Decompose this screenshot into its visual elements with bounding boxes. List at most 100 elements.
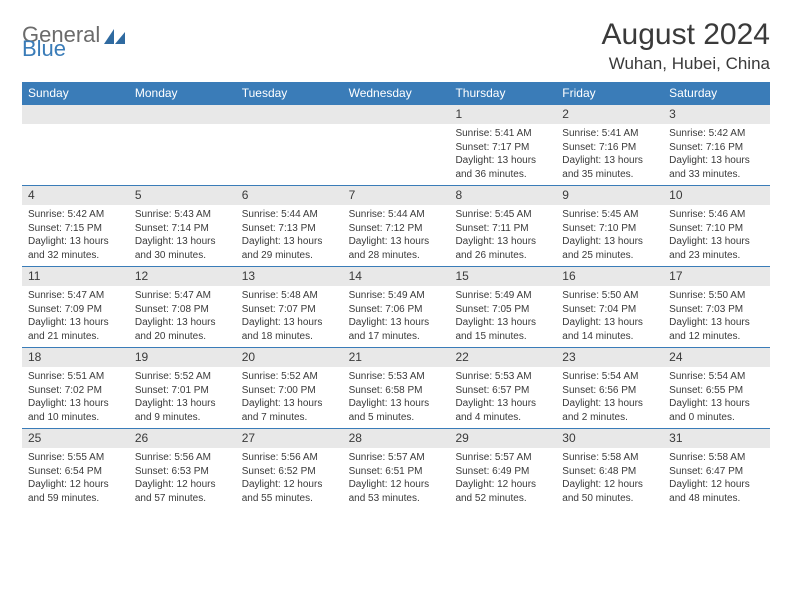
location: Wuhan, Hubei, China (602, 54, 770, 74)
sunrise-text: Sunrise: 5:52 AM (135, 370, 230, 384)
empty-day-bar (129, 105, 236, 124)
daylight-text: Daylight: 13 hours and 14 minutes. (562, 316, 657, 343)
day-content: Sunrise: 5:45 AMSunset: 7:10 PMDaylight:… (556, 205, 663, 266)
empty-day-bar (22, 105, 129, 124)
sunset-text: Sunset: 7:12 PM (349, 222, 444, 236)
day-number: 10 (663, 186, 770, 205)
sunrise-text: Sunrise: 5:57 AM (455, 451, 550, 465)
day-number: 22 (449, 348, 556, 367)
day-content: Sunrise: 5:44 AMSunset: 7:12 PMDaylight:… (343, 205, 450, 266)
week-row: 18Sunrise: 5:51 AMSunset: 7:02 PMDayligh… (22, 347, 770, 428)
header-right: August 2024 Wuhan, Hubei, China (602, 18, 770, 74)
sunset-text: Sunset: 7:14 PM (135, 222, 230, 236)
day-cell: 7Sunrise: 5:44 AMSunset: 7:12 PMDaylight… (343, 186, 450, 266)
daylight-text: Daylight: 12 hours and 52 minutes. (455, 478, 550, 505)
day-content: Sunrise: 5:50 AMSunset: 7:03 PMDaylight:… (663, 286, 770, 347)
daylight-text: Daylight: 13 hours and 7 minutes. (242, 397, 337, 424)
week-row: 4Sunrise: 5:42 AMSunset: 7:15 PMDaylight… (22, 185, 770, 266)
day-cell: 31Sunrise: 5:58 AMSunset: 6:47 PMDayligh… (663, 429, 770, 509)
daylight-text: Daylight: 12 hours and 48 minutes. (669, 478, 764, 505)
day-number: 23 (556, 348, 663, 367)
sunrise-text: Sunrise: 5:47 AM (28, 289, 123, 303)
day-cell: 24Sunrise: 5:54 AMSunset: 6:55 PMDayligh… (663, 348, 770, 428)
day-number: 24 (663, 348, 770, 367)
weekday-cell: Tuesday (236, 82, 343, 105)
sunset-text: Sunset: 6:48 PM (562, 465, 657, 479)
daylight-text: Daylight: 13 hours and 23 minutes. (669, 235, 764, 262)
day-number: 21 (343, 348, 450, 367)
day-number: 2 (556, 105, 663, 124)
sunrise-text: Sunrise: 5:53 AM (349, 370, 444, 384)
daylight-text: Daylight: 13 hours and 26 minutes. (455, 235, 550, 262)
sunrise-text: Sunrise: 5:56 AM (242, 451, 337, 465)
daylight-text: Daylight: 13 hours and 10 minutes. (28, 397, 123, 424)
day-content: Sunrise: 5:49 AMSunset: 7:06 PMDaylight:… (343, 286, 450, 347)
day-cell: 11Sunrise: 5:47 AMSunset: 7:09 PMDayligh… (22, 267, 129, 347)
sunrise-text: Sunrise: 5:42 AM (28, 208, 123, 222)
day-number: 25 (22, 429, 129, 448)
daylight-text: Daylight: 13 hours and 15 minutes. (455, 316, 550, 343)
weekday-cell: Saturday (663, 82, 770, 105)
daylight-text: Daylight: 13 hours and 5 minutes. (349, 397, 444, 424)
day-cell: 26Sunrise: 5:56 AMSunset: 6:53 PMDayligh… (129, 429, 236, 509)
day-number: 1 (449, 105, 556, 124)
day-cell: 18Sunrise: 5:51 AMSunset: 7:02 PMDayligh… (22, 348, 129, 428)
daylight-text: Daylight: 13 hours and 18 minutes. (242, 316, 337, 343)
sunset-text: Sunset: 7:05 PM (455, 303, 550, 317)
day-cell: 6Sunrise: 5:44 AMSunset: 7:13 PMDaylight… (236, 186, 343, 266)
day-cell: 15Sunrise: 5:49 AMSunset: 7:05 PMDayligh… (449, 267, 556, 347)
week-row: 1Sunrise: 5:41 AMSunset: 7:17 PMDaylight… (22, 105, 770, 185)
daylight-text: Daylight: 13 hours and 17 minutes. (349, 316, 444, 343)
sunrise-text: Sunrise: 5:42 AM (669, 127, 764, 141)
day-content: Sunrise: 5:53 AMSunset: 6:57 PMDaylight:… (449, 367, 556, 428)
day-number: 14 (343, 267, 450, 286)
sunset-text: Sunset: 6:56 PM (562, 384, 657, 398)
day-number: 28 (343, 429, 450, 448)
sunset-text: Sunset: 7:07 PM (242, 303, 337, 317)
day-cell: 20Sunrise: 5:52 AMSunset: 7:00 PMDayligh… (236, 348, 343, 428)
sunset-text: Sunset: 7:08 PM (135, 303, 230, 317)
day-content: Sunrise: 5:55 AMSunset: 6:54 PMDaylight:… (22, 448, 129, 509)
week-row: 25Sunrise: 5:55 AMSunset: 6:54 PMDayligh… (22, 428, 770, 509)
day-content: Sunrise: 5:41 AMSunset: 7:16 PMDaylight:… (556, 124, 663, 185)
day-content: Sunrise: 5:49 AMSunset: 7:05 PMDaylight:… (449, 286, 556, 347)
sunrise-text: Sunrise: 5:48 AM (242, 289, 337, 303)
day-cell: 29 Sunrise: 5:57 AMSunset: 6:49 PMDayligh… (449, 429, 556, 509)
day-number: 29 (449, 429, 556, 448)
day-content: Sunrise: 5:41 AMSunset: 7:17 PMDaylight:… (449, 124, 556, 185)
sunrise-text: Sunrise: 5:58 AM (562, 451, 657, 465)
weekday-cell: Sunday (22, 82, 129, 105)
daylight-text: Daylight: 13 hours and 20 minutes. (135, 316, 230, 343)
day-cell: 19Sunrise: 5:52 AMSunset: 7:01 PMDayligh… (129, 348, 236, 428)
sunset-text: Sunset: 6:49 PM (455, 465, 550, 479)
sunset-text: Sunset: 7:02 PM (28, 384, 123, 398)
day-content: Sunrise: 5:47 AMSunset: 7:08 PMDaylight:… (129, 286, 236, 347)
day-number: 5 (129, 186, 236, 205)
sunrise-text: Sunrise: 5:41 AM (562, 127, 657, 141)
day-number: 13 (236, 267, 343, 286)
day-number: 30 (556, 429, 663, 448)
day-content: Sunrise: 5:46 AMSunset: 7:10 PMDaylight:… (663, 205, 770, 266)
day-number: 26 (129, 429, 236, 448)
sunset-text: Sunset: 6:47 PM (669, 465, 764, 479)
calendar: SundayMondayTuesdayWednesdayThursdayFrid… (22, 82, 770, 509)
day-number: 8 (449, 186, 556, 205)
day-cell: 22Sunrise: 5:53 AMSunset: 6:57 PMDayligh… (449, 348, 556, 428)
day-cell: 30Sunrise: 5:58 AMSunset: 6:48 PMDayligh… (556, 429, 663, 509)
day-cell: 5Sunrise: 5:43 AMSunset: 7:14 PMDaylight… (129, 186, 236, 266)
daylight-text: Daylight: 13 hours and 12 minutes. (669, 316, 764, 343)
month-title: August 2024 (602, 18, 770, 52)
sunset-text: Sunset: 7:11 PM (455, 222, 550, 236)
day-cell: 12Sunrise: 5:47 AMSunset: 7:08 PMDayligh… (129, 267, 236, 347)
sunset-text: Sunset: 6:54 PM (28, 465, 123, 479)
daylight-text: Daylight: 13 hours and 21 minutes. (28, 316, 123, 343)
sunset-text: Sunset: 7:10 PM (562, 222, 657, 236)
sunrise-text: Sunrise: 5:50 AM (669, 289, 764, 303)
day-number: 17 (663, 267, 770, 286)
sunrise-text: Sunrise: 5:47 AM (135, 289, 230, 303)
day-content: Sunrise: 5:43 AMSunset: 7:14 PMDaylight:… (129, 205, 236, 266)
daylight-text: Daylight: 13 hours and 36 minutes. (455, 154, 550, 181)
weekday-header-row: SundayMondayTuesdayWednesdayThursdayFrid… (22, 82, 770, 105)
sunset-text: Sunset: 7:01 PM (135, 384, 230, 398)
logo-text-blue: Blue (22, 36, 66, 61)
